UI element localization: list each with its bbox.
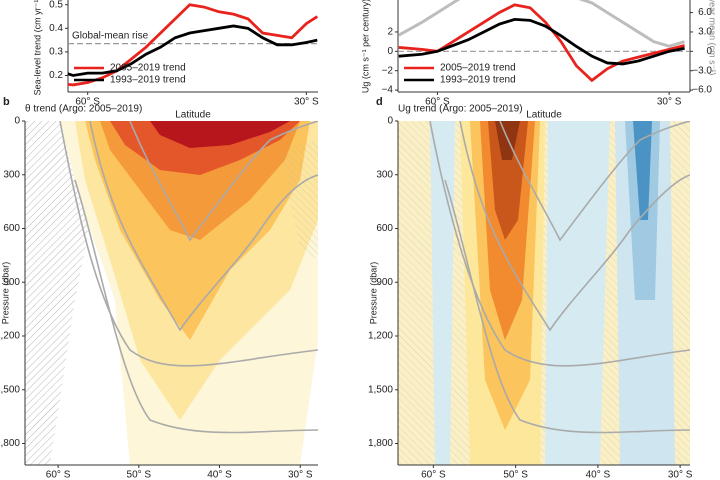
y-tick-label: 0.3 (49, 47, 63, 58)
y-tick-label: 0 (387, 46, 393, 57)
y-tick-label: 1,200 (0, 331, 20, 342)
x-tick-label: 60° S (46, 470, 71, 480)
x-tick-label: 50° S (503, 470, 528, 480)
legend-label: 2005–2019 trend (440, 63, 516, 74)
theta-field (25, 121, 318, 465)
y-tick-label: 0.5 (49, 0, 63, 10)
legend-label: 1993–2019 trend (110, 75, 186, 86)
panel-title: Ug trend (Argo: 2005–2019) (398, 104, 523, 115)
y-axis-label: Pressure (dbar) (368, 262, 378, 325)
legend-label: 2005–2019 trend (110, 63, 186, 74)
ug-field (398, 121, 690, 465)
y-tick-label: 1,800 (0, 438, 20, 449)
y-tick-label: 1,500 (368, 384, 393, 395)
y-tick-label: 1,500 (0, 384, 20, 395)
x-axis-label: Latitude (526, 110, 562, 121)
x-tick-label: 60° S (421, 470, 446, 480)
y-tick-label: 600 (376, 223, 393, 234)
x-tick-label: 50° S (127, 470, 152, 480)
y-tick-label: 0 (14, 116, 20, 127)
y2-axis-label: 27-year mean (cm s⁻¹) (708, 0, 718, 75)
y-tick-label: 0.4 (49, 23, 63, 34)
x-tick-label: 30° S (657, 97, 682, 108)
x-axis-label: Latitude (175, 110, 211, 121)
y-tick-label: 600 (3, 223, 20, 234)
panel-title: θ trend (Argo: 2005–2019) (25, 104, 142, 115)
panel-label: b (3, 96, 10, 108)
y-tick-label: 1,800 (368, 438, 393, 449)
panel-label: d (376, 96, 383, 108)
y-tick-label: 300 (3, 169, 20, 180)
y-tick-label: 900 (3, 277, 20, 288)
y-axis-label: Pressure (dbar) (0, 262, 10, 325)
y-axis-label: Sea-level trend (cm yr⁻¹) (32, 0, 42, 95)
data-line (68, 24, 318, 77)
data-line (398, 3, 685, 83)
y-tick-label: 1,200 (368, 331, 393, 342)
x-tick-label: 60° S (425, 97, 450, 108)
annotation: Global-mean rise (72, 30, 149, 41)
y-tick-label: −4 (382, 85, 394, 96)
data-line (68, 3, 318, 87)
y-tick-label: −2 (382, 65, 394, 76)
x-tick-label: 30° S (294, 97, 319, 108)
y-tick-label: 2 (387, 27, 393, 38)
y-tick-label: 0.2 (49, 70, 63, 81)
y-tick-label: 300 (376, 169, 393, 180)
series-group (68, 3, 318, 87)
y2-tick-label: −6.0 (692, 85, 712, 96)
x-tick-label: 60° S (75, 97, 100, 108)
x-tick-label: 40° S (586, 470, 611, 480)
x-tick-label: 30° S (288, 470, 313, 480)
series-group (398, 0, 686, 83)
y2-tick-label: 3.0 (698, 27, 712, 38)
y-axis-label: Ug (cm s⁻¹ per century) (360, 0, 370, 93)
y2-tick-label: 6.0 (698, 7, 712, 18)
legend-label: 1993–2019 trend (440, 75, 516, 86)
data-line (398, 0, 686, 48)
x-tick-label: 30° S (668, 470, 693, 480)
x-tick-label: 40° S (207, 470, 232, 480)
y2-tick-label: −3.0 (692, 65, 712, 76)
y-tick-label: 900 (376, 277, 393, 288)
y-tick-label: 0 (387, 116, 393, 127)
data-line (398, 17, 685, 66)
y2-tick-label: 0 (706, 46, 712, 57)
